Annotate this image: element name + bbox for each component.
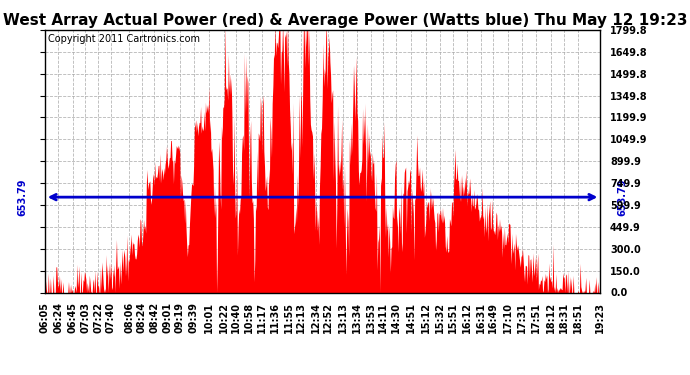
Text: Copyright 2011 Cartronics.com: Copyright 2011 Cartronics.com [48, 34, 199, 44]
Text: 653.79: 653.79 [618, 178, 627, 216]
Text: West Array Actual Power (red) & Average Power (Watts blue) Thu May 12 19:23: West Array Actual Power (red) & Average … [3, 13, 687, 28]
Text: 653.79: 653.79 [18, 178, 28, 216]
